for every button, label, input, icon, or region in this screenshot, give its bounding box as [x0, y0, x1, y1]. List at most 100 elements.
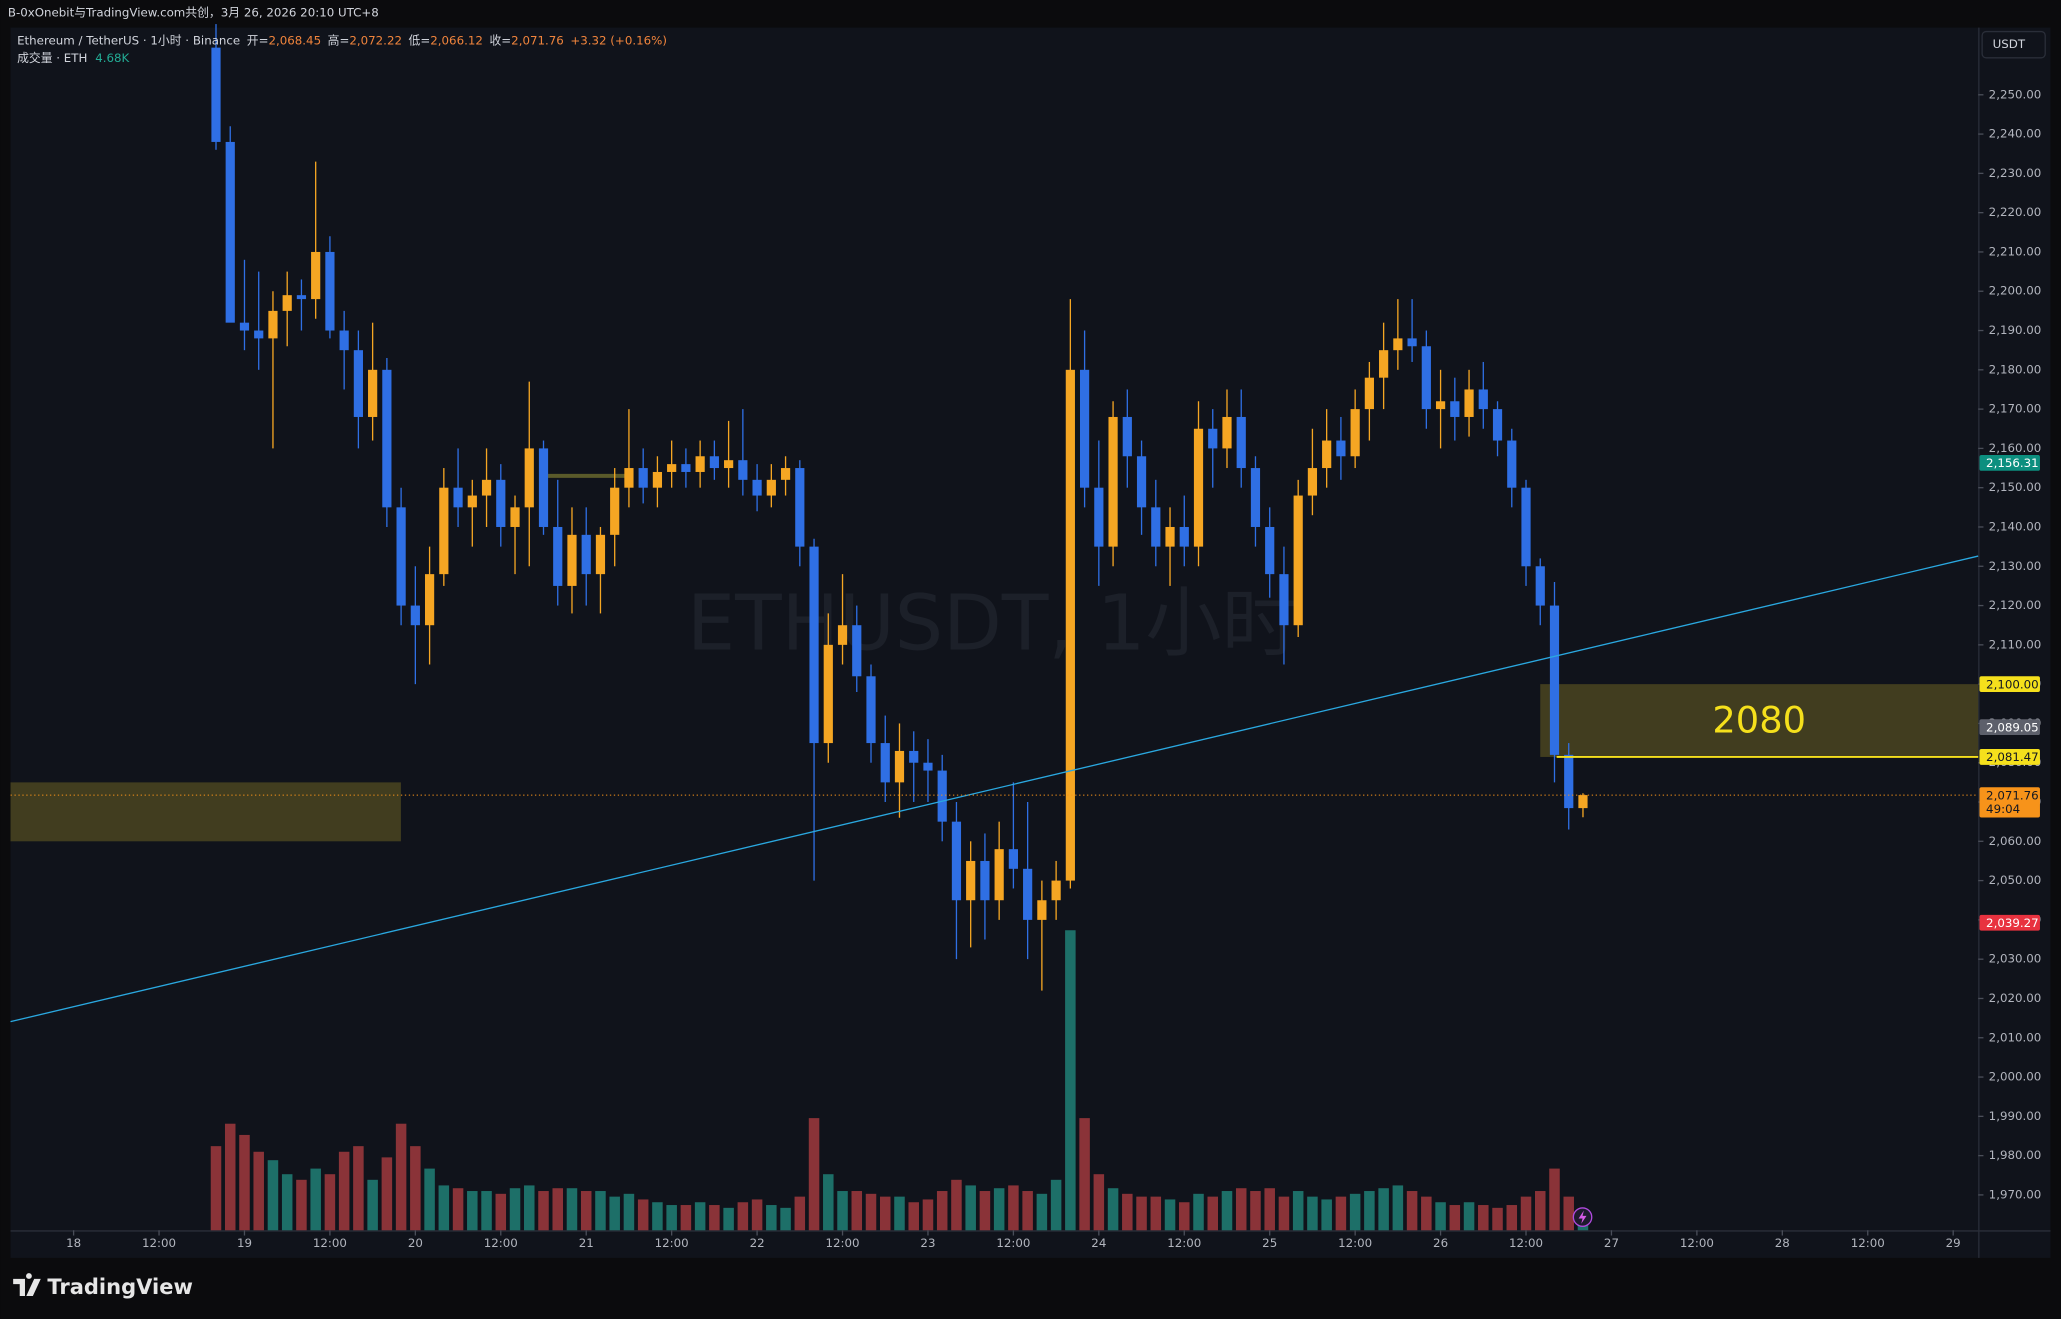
volume-bar — [1292, 1191, 1304, 1231]
candle-body — [1179, 526, 1189, 547]
volume-bar — [1235, 1188, 1247, 1231]
candle-body — [311, 251, 321, 300]
candle-body — [1008, 849, 1018, 869]
open: 2,068.45 — [268, 33, 321, 47]
candle-body — [738, 460, 748, 480]
zone — [1540, 684, 1979, 757]
volume-bar — [680, 1205, 692, 1231]
y-tick-label: 2,060.00 — [1989, 834, 2042, 848]
volume-bar — [538, 1191, 549, 1231]
volume-bar — [1478, 1205, 1489, 1231]
volume-bar — [666, 1205, 677, 1231]
candle-body — [239, 322, 250, 331]
candle-body — [652, 471, 663, 488]
y-tick-label: 2,050.00 — [1989, 873, 2042, 887]
candle-body — [1250, 468, 1261, 527]
close-prefix: 收= — [489, 33, 511, 47]
candle-body — [325, 251, 335, 331]
candle-body — [368, 369, 378, 417]
volume-bar — [808, 1118, 820, 1231]
volume-bar — [353, 1146, 364, 1231]
candle-body — [1122, 416, 1132, 457]
candle-body — [1450, 401, 1460, 417]
candle-body — [339, 330, 349, 351]
candle-body — [1507, 440, 1517, 488]
top-bar-text: B-0xOnebit与TradingView.com共创，3月 26, 2026… — [8, 6, 379, 20]
candle-body — [1478, 389, 1488, 410]
volume-bar — [908, 1202, 919, 1231]
candle-body — [994, 849, 1004, 901]
candle-body — [624, 468, 634, 488]
volume-bar — [1122, 1193, 1133, 1231]
candle-body — [809, 546, 819, 744]
volume-bar — [1107, 1188, 1119, 1231]
candle-body — [595, 534, 606, 575]
volume-bar — [438, 1185, 450, 1231]
volume-bar — [239, 1134, 250, 1231]
candle-body — [1549, 605, 1560, 755]
candle-body — [837, 625, 848, 645]
volume-bar — [395, 1123, 407, 1231]
x-tick-label: 12:00 — [313, 1236, 347, 1250]
y-tick-label: 2,140.00 — [1989, 519, 2042, 533]
price-tag-label: 2,156.31 — [1986, 456, 2039, 470]
x-tick-label: 12:00 — [1851, 1236, 1885, 1250]
candle-body — [880, 743, 890, 783]
volume-bar — [524, 1185, 535, 1231]
candle-body — [852, 625, 862, 677]
candle-body — [1079, 369, 1090, 488]
currency[interactable]: USDT — [1993, 37, 2026, 51]
candle-body — [1065, 369, 1075, 881]
x-tick-label: 12:00 — [142, 1236, 176, 1250]
x-tick-label: 21 — [579, 1236, 594, 1250]
x-tick-label: 24 — [1091, 1236, 1106, 1250]
volume-bar — [1406, 1191, 1418, 1231]
volume-bar — [1435, 1202, 1446, 1231]
volume-bar — [580, 1191, 592, 1231]
candle-body — [1051, 880, 1061, 901]
y-tick-label: 2,120.00 — [1989, 598, 2042, 612]
x-tick-label: 26 — [1433, 1236, 1448, 1250]
volume-bar — [723, 1207, 734, 1231]
candle-body — [1222, 416, 1232, 449]
y-tick-label: 2,160.00 — [1989, 441, 2042, 455]
y-tick-label: 2,010.00 — [1989, 1030, 2042, 1044]
x-tick-label: 25 — [1262, 1236, 1277, 1250]
candle-body — [681, 464, 691, 472]
candle-body — [795, 468, 805, 547]
candle-body — [937, 770, 947, 822]
trendline — [10, 555, 1979, 1023]
volume-legend: 成交量 · ETH 4.68K — [17, 50, 129, 64]
volume-bar — [595, 1191, 606, 1231]
price-tag-label: 2,081.47 — [1986, 750, 2039, 764]
candle-body — [1136, 456, 1147, 508]
candle-body — [1236, 416, 1246, 469]
candle-body — [1322, 440, 1332, 469]
candle-body — [1379, 350, 1389, 378]
currency-button[interactable] — [1981, 30, 2046, 59]
volume-bar — [1278, 1196, 1290, 1231]
volume-bar — [1179, 1202, 1190, 1231]
volume-bar — [979, 1191, 991, 1231]
y-tick-label: 2,190.00 — [1989, 323, 2042, 337]
y-tick-label: 1,980.00 — [1989, 1148, 2042, 1162]
candle-body — [581, 534, 591, 575]
volume-bar — [1250, 1191, 1261, 1231]
y-tick-label: 1,990.00 — [1989, 1109, 2042, 1123]
legend: Ethereum / TetherUS · 1小时 · Binance 开=2,0… — [17, 33, 667, 47]
candle-body — [894, 750, 905, 783]
volume-bar — [1364, 1191, 1375, 1231]
volume-bar — [281, 1174, 293, 1231]
volume-bar — [766, 1205, 777, 1231]
x-tick-label: 12:00 — [484, 1236, 518, 1250]
price-tag — [1979, 719, 2040, 736]
low: 2,066.12 — [430, 33, 483, 47]
candle-body — [1265, 526, 1275, 575]
candle-body — [1307, 468, 1318, 496]
volume-bar — [452, 1188, 464, 1231]
volume-bar — [1349, 1193, 1361, 1231]
volume-bar — [1378, 1188, 1389, 1231]
price-tag — [1979, 455, 2040, 471]
volume-bar — [1150, 1196, 1162, 1231]
